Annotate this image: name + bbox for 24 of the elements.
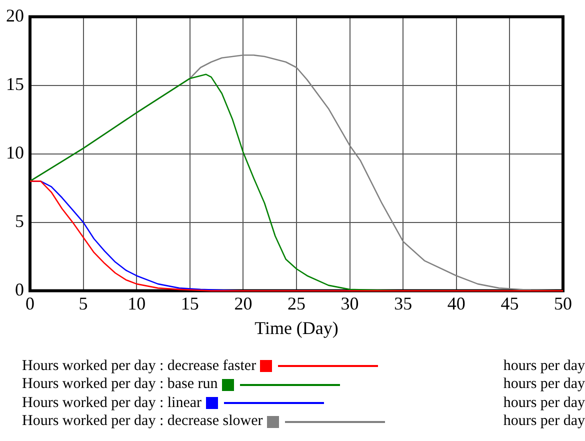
- x-tick-label: 30: [340, 293, 359, 314]
- text: hours per day: [503, 394, 585, 412]
- x-tick-label: 10: [128, 293, 146, 314]
- legend-label: Hours worked per day : decrease slower: [22, 413, 263, 430]
- x-tick-label: 50: [554, 293, 572, 314]
- y-tick-label: 10: [6, 142, 24, 163]
- x-tick-label: 25: [288, 293, 306, 314]
- x-tick-label: 45: [500, 293, 519, 314]
- y-tick-label: 0: [15, 280, 24, 300]
- text: hours per day: [503, 358, 585, 375]
- text: hours per day: [503, 413, 585, 430]
- x-tick-label: 15: [180, 293, 199, 314]
- x-tick-label: 40: [447, 293, 466, 314]
- legend-label: Hours worked per day : base run: [22, 376, 218, 394]
- legend-label: Hours worked per day : linear: [22, 394, 202, 412]
- x-tick-label: 5: [78, 293, 88, 314]
- legend-label: Hours worked per day : decrease faster: [22, 358, 256, 375]
- x-axis-title: Time (Day): [254, 318, 338, 338]
- x-tick-label: 35: [394, 293, 412, 314]
- y-tick-label: 15: [6, 74, 24, 94]
- x-tick-label: 20: [234, 293, 252, 314]
- text: hours per day: [503, 376, 585, 394]
- y-tick-label: 20: [6, 6, 24, 26]
- y-tick-label: 5: [15, 211, 24, 232]
